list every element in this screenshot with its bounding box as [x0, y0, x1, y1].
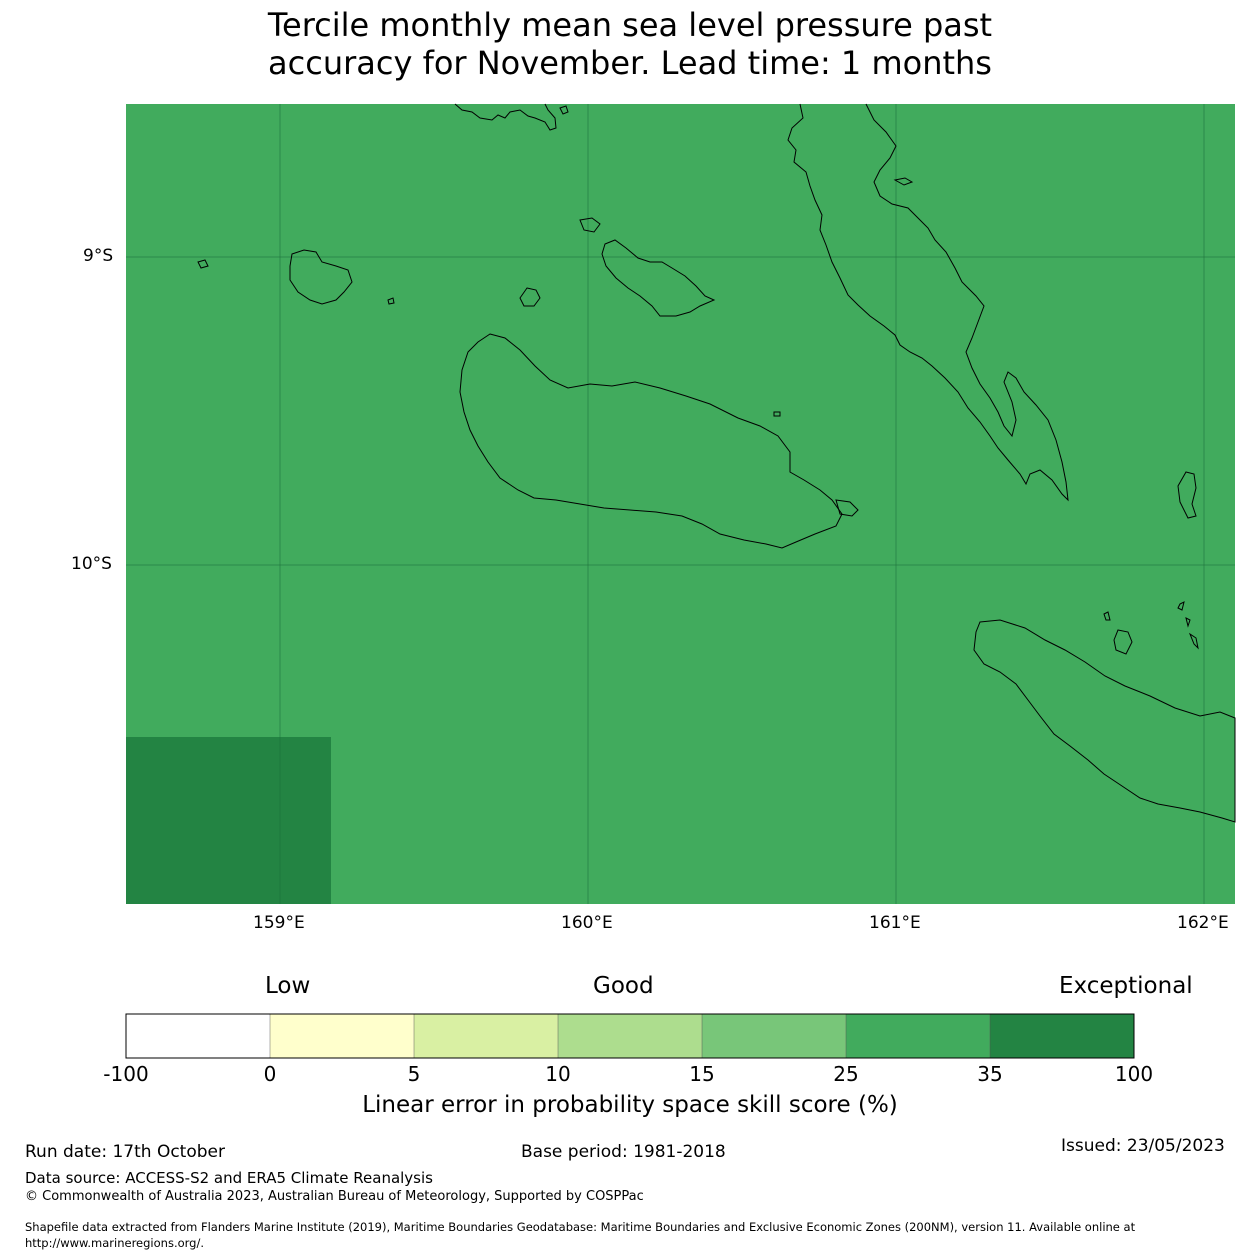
coast-makira: [973, 619, 1236, 823]
coast-ulawa: [1177, 471, 1197, 519]
colorbar-category-low: Low: [265, 973, 311, 999]
coast-marau-islets: [835, 499, 859, 517]
colorbar-tick: 15: [689, 1062, 715, 1086]
colorbar-tick: -100: [103, 1062, 149, 1086]
colorbar-category-exceptional: Exceptional: [1059, 973, 1193, 999]
colorbar-category-good: Good: [593, 973, 654, 999]
issued-date: Issued: 23/05/2023: [1061, 1136, 1225, 1156]
coast-small-isle-makira-c: [1177, 601, 1185, 611]
colorbar-bin-6: [846, 1014, 990, 1058]
colorbar-tick: 5: [407, 1062, 421, 1086]
lat-tick-10: 10°S: [71, 554, 112, 574]
coast-small-isle-guadalcanal: [773, 411, 781, 417]
coast-small-isle-makira-d: [1185, 617, 1191, 628]
shapefile-credit-line-2: http://www.marineregions.org/.: [25, 1236, 204, 1250]
colorbar-bin-1: [126, 1014, 270, 1058]
colorbar-label: Linear error in probability space skill …: [362, 1092, 898, 1118]
colorbar-tick: 35: [977, 1062, 1003, 1086]
base-period: Base period: 1981-2018: [521, 1142, 726, 1162]
lon-tick-161: 161°E: [869, 913, 921, 933]
lat-tick-9: 9°S: [83, 246, 114, 266]
colorbar-tick: 10: [545, 1062, 571, 1086]
coast-small-isle-makira-e: [1188, 632, 1199, 650]
coast-malaita: [787, 103, 1069, 502]
title-line-1: Tercile monthly mean sea level pressure …: [267, 6, 993, 44]
shapefile-credit-line-1: Shapefile data extracted from Flanders M…: [25, 1220, 1136, 1234]
lon-tick-160: 160°E: [561, 913, 613, 933]
lon-tick-162: 162°E: [1177, 913, 1229, 933]
coast-small-isle-west: [197, 259, 209, 269]
coast-santa-isabel-tip: [454, 103, 557, 131]
colorbar-tick: 25: [833, 1062, 859, 1086]
colorbar-bin-2: [270, 1014, 414, 1058]
coastlines: [197, 103, 1236, 823]
coast-small-isle-north: [559, 105, 569, 115]
coast-guadalcanal: [459, 333, 843, 549]
coast-small-isle-makira-a: [1113, 629, 1133, 655]
colorbar-bin-7: [990, 1014, 1134, 1058]
chart-title: Tercile monthly mean sea level pressure …: [0, 6, 1260, 82]
colorbar-tick: 100: [1114, 1062, 1154, 1086]
coast-russell-islands: [289, 249, 353, 305]
high-skill-cell: [126, 737, 331, 904]
lon-tick-159: 159°E: [253, 913, 305, 933]
coast-small-isle-makira-b: [1103, 611, 1111, 621]
colorbar-bin-4: [558, 1014, 702, 1058]
colorbar-bin-3: [414, 1014, 558, 1058]
coast-ngella: [601, 239, 716, 317]
coast-savo-island: [519, 287, 541, 307]
gridlines: [126, 104, 1235, 904]
colorbar-tick: 0: [263, 1062, 277, 1086]
colorbar-bin-5: [702, 1014, 846, 1058]
coast-small-isle-north-ngella: [579, 217, 601, 233]
copyright-notice: © Commonwealth of Australia 2023, Austra…: [25, 1189, 644, 1204]
title-line-2: accuracy for November. Lead time: 1 mont…: [268, 44, 992, 82]
data-source: Data source: ACCESS-S2 and ERA5 Climate …: [25, 1169, 433, 1187]
coast-small-isle-malaita: [893, 177, 914, 186]
colorbar: [125, 1013, 1135, 1059]
colorbar-frame: [125, 1013, 1135, 1059]
coast-small-isle-russell: [387, 297, 395, 305]
run-date: Run date: 17th October: [25, 1142, 225, 1162]
